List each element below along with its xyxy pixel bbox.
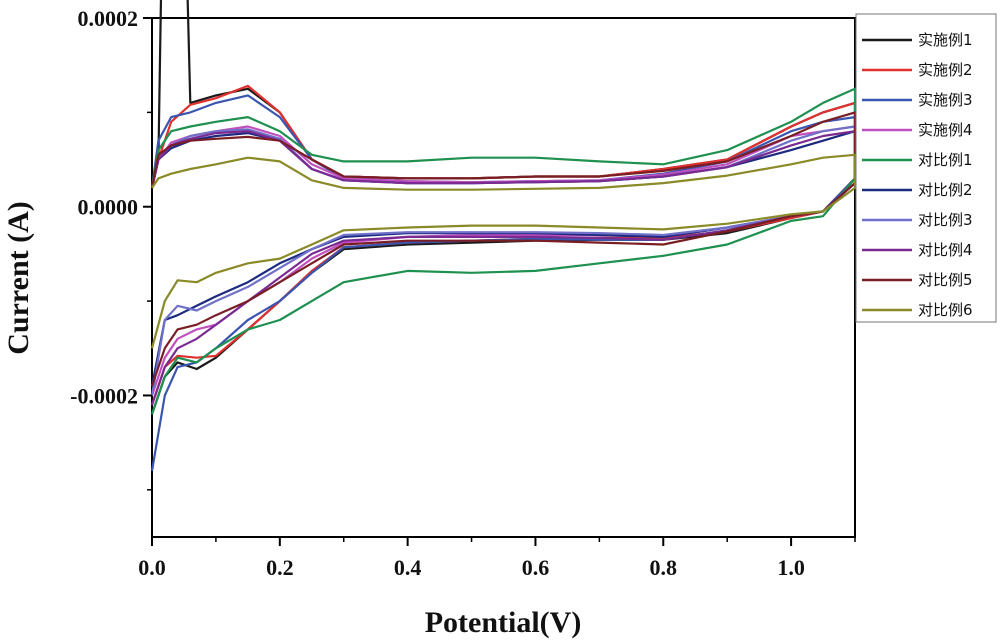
legend-label: 对比例5 — [918, 271, 973, 289]
x-tick-label: 0.2 — [266, 555, 294, 580]
x-tick-label: 0.0 — [138, 555, 166, 580]
legend-label: 实施例2 — [918, 61, 973, 79]
legend: 实施例1 实施例2 实施例3 实施例4 对比例1 对比例2 对比例3 对比例4 对比例5 对比例6 — [856, 14, 996, 322]
series-line-9 — [152, 112, 855, 386]
legend-label: 对比例2 — [918, 181, 973, 199]
axes: 0.0 0.2 0.4 0.6 0.8 1.0 0.0002 0.0000 -0.0002 — [70, 6, 855, 580]
x-tick-label: 1.0 — [777, 555, 805, 580]
legend-label: 实施例4 — [918, 121, 973, 139]
legend-label: 对比例1 — [918, 151, 973, 169]
series-layer — [152, 0, 855, 471]
y-tick-label: 0.0000 — [78, 195, 139, 220]
x-tick-label: 0.4 — [394, 555, 422, 580]
x-axis-title: Potential(V) — [425, 606, 582, 639]
series-line-1 — [152, 0, 855, 414]
x-tick-label: 0.8 — [650, 555, 678, 580]
legend-label: 对比例4 — [918, 241, 973, 259]
legend-label: 实施例3 — [918, 91, 973, 109]
legend-label: 对比例3 — [918, 211, 973, 229]
legend-label: 实施例1 — [918, 31, 973, 49]
series-line-10 — [152, 155, 855, 348]
y-axis-title: Current (A) — [2, 201, 35, 355]
y-tick-label: 0.0002 — [78, 6, 139, 31]
legend-label: 对比例6 — [918, 301, 973, 319]
y-tick-label: -0.0002 — [70, 383, 138, 408]
series-line-6 — [152, 131, 855, 386]
x-tick-label: 0.6 — [522, 555, 550, 580]
